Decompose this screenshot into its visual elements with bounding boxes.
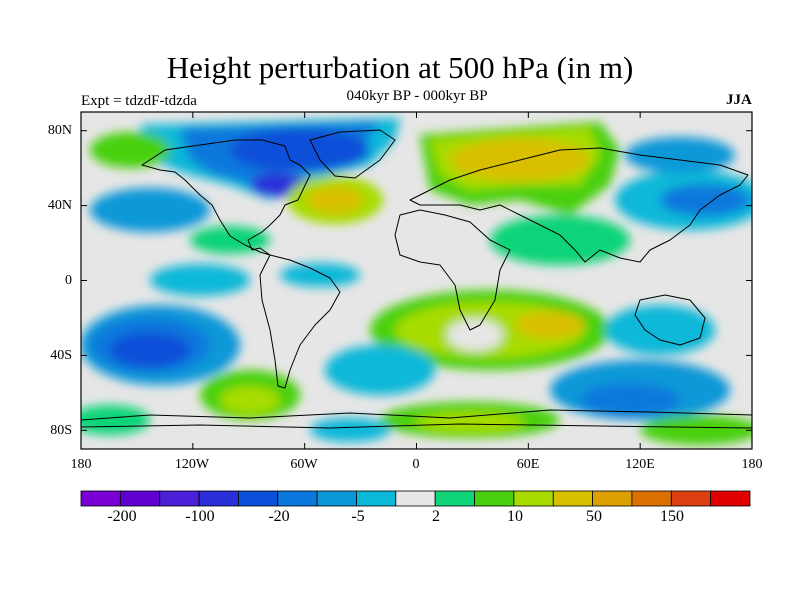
- lat-label-0: 0: [65, 273, 72, 288]
- colorbar-label-150: 150: [660, 508, 684, 525]
- colorbar-swatch: [316, 490, 357, 507]
- colorbar-label-m20: -20: [268, 508, 290, 525]
- coastlines: [81, 129, 752, 429]
- colorbar-swatch: [631, 490, 672, 507]
- colorbar-swatch: [356, 490, 397, 507]
- plot-title: Height perturbation at 500 hPa (in m): [166, 50, 634, 85]
- colorbar-swatch: [395, 490, 436, 507]
- lat-label-40n: 40N: [47, 198, 72, 213]
- colorbar-swatch: [80, 490, 121, 507]
- colorbar-swatch: [513, 490, 554, 507]
- colorbar-swatch: [592, 490, 633, 507]
- colorbar-label-10: 10: [507, 508, 523, 525]
- colorbar-label-2: 2: [432, 508, 440, 525]
- season-label: JJA: [726, 92, 752, 108]
- lon-label-60w: 60W: [290, 457, 318, 472]
- colorbar-swatch: [670, 490, 712, 507]
- colorbar-swatch: [159, 490, 200, 507]
- lat-label-80n: 80N: [47, 123, 72, 138]
- colorbar-swatch: [710, 490, 751, 507]
- colorbar-label-50: 50: [586, 508, 602, 525]
- colorbar-swatch: [119, 490, 161, 507]
- plot-subtitle: 040kyr BP - 000kyr BP: [346, 88, 488, 104]
- colorbar-label-m200: -200: [107, 508, 137, 525]
- colorbar-swatch: [238, 490, 279, 507]
- contour-fill: [81, 118, 752, 445]
- colorbar-swatch: [552, 490, 593, 507]
- lon-label-120e: 120E: [625, 457, 655, 472]
- lat-label-40s: 40S: [50, 348, 72, 363]
- colorbar-swatch: [198, 490, 239, 507]
- lon-label-180e: 180: [741, 457, 763, 472]
- colorbar-swatch: [474, 490, 515, 507]
- experiment-label: Expt = tdzdF-tdzda: [81, 93, 197, 109]
- lon-label-120w: 120W: [174, 457, 210, 472]
- lon-label-180w: 180: [70, 457, 92, 472]
- lon-label-60e: 60E: [516, 457, 540, 472]
- map-plot-area: [81, 112, 752, 449]
- colorbar-label-m100: -100: [185, 508, 215, 525]
- colorbar-swatch: [434, 490, 475, 507]
- colorbar-swatch: [277, 490, 318, 507]
- lat-label-80s: 80S: [50, 423, 72, 438]
- colorbar-label-m5: -5: [351, 508, 365, 525]
- lon-label-0: 0: [412, 457, 420, 472]
